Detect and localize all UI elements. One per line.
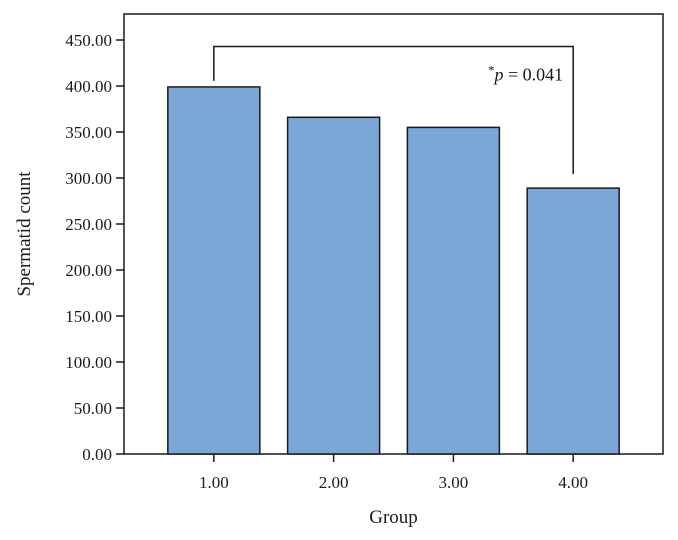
p-value-star: * [488, 62, 495, 77]
bar-2.00 [286, 116, 381, 455]
p-value-rest: = 0.041 [504, 64, 564, 84]
bar-3.00 [406, 126, 501, 455]
x-axis-label: Group [369, 507, 418, 528]
significance-bracket [213, 45, 574, 175]
plot-area [123, 13, 664, 455]
y-tick-label: 50.00 [74, 399, 112, 418]
y-tick-label: 300.00 [65, 169, 112, 188]
x-axis: 1.00 2.00 3.00 4.00 [199, 454, 588, 492]
x-tick-label: 2.00 [319, 473, 349, 492]
plot-frame [123, 13, 664, 455]
p-value-label: *p = 0.041 [488, 62, 563, 84]
significance-annotation: *p = 0.041 [213, 45, 574, 175]
x-tick-label: 1.00 [199, 473, 229, 492]
y-tick-label: 150.00 [65, 307, 112, 326]
y-axis-label: Spermatid count [14, 171, 35, 297]
y-tick-label: 350.00 [65, 123, 112, 142]
bars [167, 86, 620, 455]
bar-4.00 [526, 187, 620, 455]
x-tick-label: 4.00 [558, 473, 588, 492]
y-tick-label: 200.00 [65, 261, 112, 280]
x-tick-label: 3.00 [439, 473, 469, 492]
y-tick-label: 400.00 [65, 77, 112, 96]
p-value-p: p [493, 64, 504, 84]
y-tick-label: 100.00 [65, 353, 112, 372]
y-tick-label: 450.00 [65, 31, 112, 50]
bar-1.00 [167, 86, 261, 455]
y-tick-label: 250.00 [65, 215, 112, 234]
y-tick-label: 0.00 [82, 445, 112, 464]
y-axis: 0.00 50.00 100.00 150.00 200.00 250.00 300.00 3… [65, 31, 124, 464]
